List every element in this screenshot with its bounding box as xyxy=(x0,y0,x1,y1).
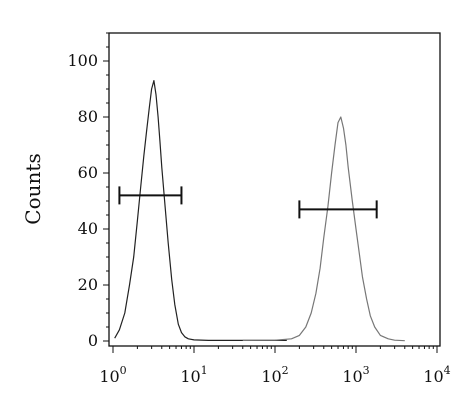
x-tick-label: 103 xyxy=(342,364,369,386)
x-tick-label: 104 xyxy=(423,364,450,386)
series-line-1 xyxy=(114,80,287,341)
y-tick-label: 20 xyxy=(78,275,98,294)
y-axis-ticks: 0 20 40 60 80 100 xyxy=(67,32,109,350)
series-layer xyxy=(114,80,405,342)
y-tick-label: 60 xyxy=(78,163,98,182)
y-axis-title: Counts xyxy=(21,153,45,224)
y-tick-label: 40 xyxy=(78,219,98,238)
y-tick-label: 80 xyxy=(78,107,98,126)
y-tick-label: 0 xyxy=(88,331,98,350)
series-line-2 xyxy=(242,116,405,342)
x-tick-label: 102 xyxy=(261,364,288,386)
x-axis-ticks: 100 101 102 103 104 xyxy=(99,346,451,386)
gate-layer xyxy=(118,186,378,219)
x-tick-label: 101 xyxy=(180,364,207,386)
plot-frame xyxy=(108,32,441,347)
y-tick-label: 100 xyxy=(67,51,98,70)
x-tick-label: 100 xyxy=(99,364,126,386)
